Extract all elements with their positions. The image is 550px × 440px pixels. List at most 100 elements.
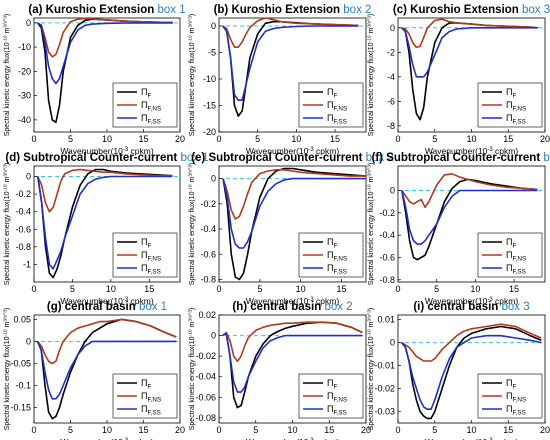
legend-label: ΠF [141, 378, 152, 391]
x-tick-label: 10 [287, 425, 297, 435]
x-tick-label: 10 [102, 425, 112, 435]
series-line-ns [222, 169, 366, 220]
x-tick-label: 0 [216, 134, 221, 144]
legend-label: ΠF,SS [327, 113, 347, 126]
x-tick-label: 20 [175, 425, 185, 435]
legend-label: ΠF,NS [327, 100, 347, 113]
series-line-total [401, 325, 542, 420]
x-tick-label: 5 [257, 284, 262, 294]
y-tick-label: -0.04 [195, 372, 216, 382]
x-tick-label: 10 [296, 284, 306, 294]
x-tick-label: 5 [434, 284, 439, 294]
x-tick-label: 0 [395, 134, 400, 144]
x-axis-label: Wavenumber(10-3 cpkm) [246, 296, 339, 306]
x-tick-label: 15 [509, 284, 519, 294]
y-tick-label: -0.8 [15, 242, 31, 252]
panel-title: (d) Subtropical Counter-current box 1 [5, 152, 208, 164]
legend-label: ΠF,SS [327, 404, 347, 417]
y-tick-label: -0.1 [15, 381, 31, 391]
x-tick-label: 10 [470, 284, 480, 294]
y-tick-label: -0.02 [195, 351, 216, 361]
x-tick-label: 10 [466, 134, 476, 144]
y-tick-label: -40 [18, 115, 31, 125]
legend-label: ΠF,NS [141, 100, 161, 113]
legend-label: ΠF,NS [141, 391, 161, 404]
y-tick-label: -4 [387, 72, 395, 82]
panel-a: (a) Kuroshio Extension box 1 0 5 10 15 20 0 -10… [3, 4, 186, 156]
x-tick-label: 20 [540, 134, 550, 144]
y-tick-label: -30 [18, 91, 31, 101]
panel-title: (a) Kuroshio Extension box 1 [28, 4, 185, 16]
x-axis-label: Wavenumber(10-3 cpkm) [246, 146, 339, 156]
y-tick-label: -0.08 [195, 413, 216, 423]
x-tick-label: 15 [324, 425, 334, 435]
panel-h: (h) central basin box 20 5 10 15 200.020-0.0… [188, 301, 371, 440]
panel-e: (e) Subtropical Counter-current box 2 0 5 1… [188, 152, 394, 306]
panel-c: (c) Kuroshio Extension box 3 0 5 10 15 20 0 -2 -… [367, 4, 550, 156]
legend-label: ΠF,SS [506, 113, 526, 126]
x-tick-label: 5 [432, 134, 437, 144]
series-line-ns [222, 321, 363, 363]
x-tick-label: 20 [175, 134, 185, 144]
y-tick-label: -0.4 [379, 230, 395, 240]
legend-label: ΠF [327, 378, 338, 391]
y-tick-label: 0 [390, 23, 395, 33]
x-tick-label: 15 [330, 134, 340, 144]
y-tick-label: -0.01 [374, 361, 395, 371]
x-tick-label: 5 [432, 425, 437, 435]
legend-label: ΠF,SS [141, 113, 161, 126]
y-tick-label: -2 [387, 47, 395, 57]
series-line-ns [36, 318, 177, 365]
series-line-ns [401, 323, 542, 362]
panel-b: (b) Kuroshio Extension box 2 0 5 10 15 0 -5 -10… [188, 4, 372, 156]
series-line-ss [401, 334, 542, 411]
series-line-total [37, 168, 173, 279]
legend-label: ΠF,SS [506, 404, 526, 417]
y-tick-label: -1 [23, 259, 31, 269]
series-line-total [401, 178, 538, 261]
y-tick-label: 0 [26, 172, 31, 182]
x-axis-label: Wavenumber(10-3 cpkm) [60, 296, 153, 306]
y-tick-label: -0.2 [15, 189, 31, 199]
panel-f: (f) Subtropical Counter-current box 3 0 5 1… [367, 152, 550, 306]
x-axis-label: Wavenumber(10-3 cpkm) [60, 437, 153, 440]
series-line-ss [401, 189, 538, 245]
y-tick-label: 0.05 [13, 314, 31, 324]
series-line-ss [222, 25, 359, 101]
series-line-ss [36, 340, 177, 400]
y-tick-label: -0.8 [379, 275, 395, 285]
legend-label: ΠF,NS [141, 250, 161, 263]
series-line-total [222, 167, 367, 281]
y-tick-label: -0.2 [379, 208, 395, 218]
y-tick-label: -0.6 [15, 224, 31, 234]
series-line-ss [401, 26, 538, 78]
series-line-ss [37, 22, 173, 85]
legend-label: ΠF,NS [506, 391, 526, 404]
x-axis-label: Wavenumber(10-3 cpkm) [425, 437, 518, 440]
y-axis-label: Spectral kinetic energy flux(10-10 m3/s^… [3, 163, 11, 286]
y-axis-label: Spectral kinetic energy flux(10-10 m3/s^… [3, 308, 11, 431]
x-tick-label: 0 [395, 425, 400, 435]
y-axis-label: Spectral kinetic energy flux(10-10 m3/s^… [3, 14, 11, 137]
series-line-ss [37, 175, 173, 270]
y-tick-label: 0 [26, 18, 31, 28]
series-line-ns [401, 173, 538, 209]
x-tick-label: 5 [68, 134, 73, 144]
panel-title: (i) central basin box 3 [413, 301, 529, 313]
legend-label: ΠF [506, 378, 517, 391]
x-tick-label: 5 [253, 425, 258, 435]
x-axis-label: Wavenumber(10-3 cpkm) [246, 437, 339, 440]
panel-title: (f) Subtropical Counter-current box 3 [371, 152, 550, 164]
x-tick-label: 15 [503, 134, 513, 144]
y-tick-label: -5 [208, 47, 216, 57]
panel-title: (c) Kuroshio Extension box 3 [393, 4, 550, 16]
x-tick-label: 15 [503, 425, 513, 435]
x-tick-label: 0 [395, 284, 400, 294]
x-tick-label: 20 [361, 425, 371, 435]
series-line-ns [37, 17, 173, 58]
legend-label: ΠF [506, 237, 517, 250]
x-tick-label: 10 [291, 134, 301, 144]
x-tick-label: 0 [216, 425, 221, 435]
y-tick-label: 0 [390, 338, 395, 348]
